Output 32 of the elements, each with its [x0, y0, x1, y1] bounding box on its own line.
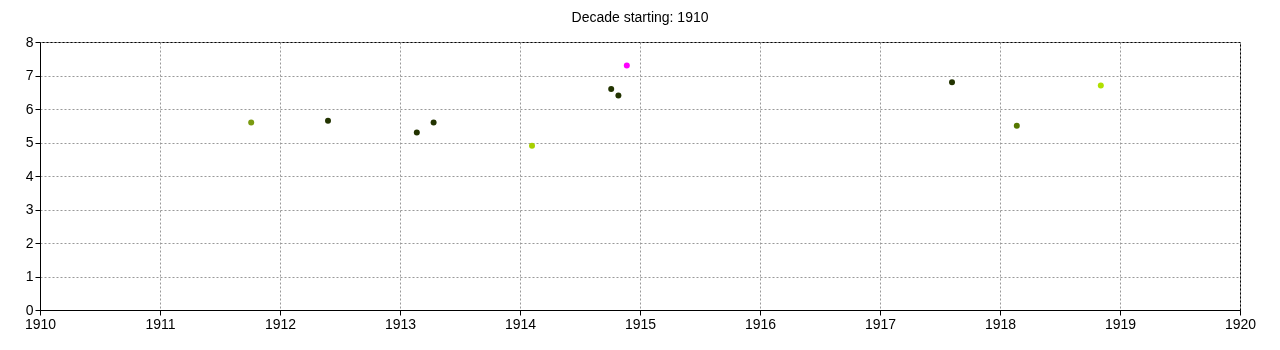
point [1097, 82, 1104, 89]
x-tick-label: 1917 [864, 315, 897, 332]
x-tick-label: 1915 [624, 315, 657, 332]
x-tick-label: 1918 [984, 315, 1017, 332]
y-tick-label: 8 [25, 33, 34, 50]
point [529, 142, 535, 149]
point [608, 85, 615, 92]
chart-title: Decade starting: 1910 [571, 9, 709, 25]
point [413, 129, 420, 136]
x-tick-label: 1912 [264, 315, 297, 332]
point [949, 79, 955, 86]
x-tick-label: 1910 [24, 315, 57, 332]
y-tick-label: 4 [25, 167, 34, 184]
y-tick-label: 3 [25, 201, 34, 217]
point [430, 119, 437, 126]
y-tick-label: 5 [25, 134, 34, 150]
x-tick-label: 1914 [504, 315, 537, 332]
point [615, 92, 622, 99]
point [623, 62, 630, 69]
y-tick-label: 7 [25, 67, 34, 83]
x-tick-label: 1919 [1104, 315, 1137, 332]
y-tick-label: 0 [25, 301, 34, 318]
point [325, 117, 331, 124]
x-tick-label: 1916 [744, 315, 777, 332]
y-tick-label: 1 [25, 268, 34, 284]
x-tick-label: 1920 [1224, 315, 1257, 332]
point [248, 119, 255, 126]
point [1013, 122, 1020, 129]
x-tick-label: 1911 [145, 315, 176, 332]
y-tick-label: 2 [25, 234, 34, 251]
x-tick-label: 1913 [384, 315, 417, 332]
y-tick-label: 6 [25, 100, 34, 117]
